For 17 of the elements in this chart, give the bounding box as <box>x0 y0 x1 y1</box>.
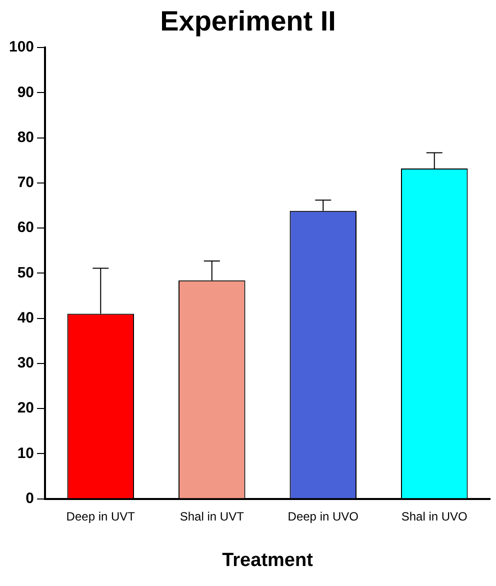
x-axis-title: Treatment <box>222 550 314 571</box>
chart-title: Experiment II <box>160 6 336 37</box>
y-tick-label: 20 <box>17 400 34 417</box>
x-tick-label: Deep in UVO <box>288 509 358 524</box>
y-tick-label: 100 <box>8 38 34 56</box>
x-tick-label: Deep in UVT <box>66 509 136 524</box>
x-tick-label: Shal in UVT <box>180 509 245 524</box>
y-tick-label: 90 <box>17 84 34 101</box>
y-tick-label: 70 <box>17 174 34 192</box>
y-tick-label: 80 <box>17 128 34 146</box>
y-tick-label: 50 <box>17 264 34 282</box>
y-tick-label: 10 <box>17 444 34 462</box>
y-tick-label: 60 <box>17 219 34 236</box>
x-tick-label: Shal in UVO <box>401 509 468 524</box>
y-tick-label: 0 <box>26 490 34 507</box>
y-tick-label: 40 <box>17 309 34 326</box>
y-tick-label: 30 <box>17 354 34 372</box>
